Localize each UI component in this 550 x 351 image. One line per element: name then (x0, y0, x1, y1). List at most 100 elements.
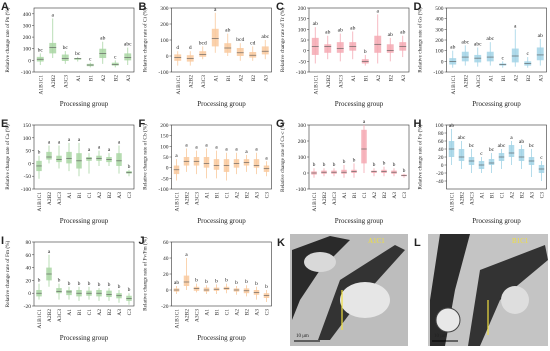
box (193, 286, 200, 291)
box (536, 47, 544, 61)
x-tick-label: B1 (215, 309, 221, 316)
box (183, 275, 190, 286)
significance-letter: b (38, 278, 41, 284)
significance-letter: a (377, 8, 380, 14)
plot-frame (33, 241, 135, 307)
significance-letter: ab (388, 32, 393, 38)
y-tick-label: 20 (438, 155, 444, 161)
significance-letter: b (88, 281, 91, 287)
significance-letter: ab (225, 28, 230, 34)
x-tick-label: C1 (362, 192, 368, 199)
x-tick-label: A2 (97, 192, 103, 199)
x-tick-label: A2 (376, 75, 382, 82)
y-tick-label: 100 (298, 155, 307, 161)
x-tick-label: A3C3 (195, 192, 201, 205)
x-tick-label: A1 (67, 309, 73, 316)
significance-letter: b (78, 281, 81, 287)
significance-letter: a (175, 153, 178, 159)
significance-letter: bc (75, 51, 81, 57)
box (199, 51, 207, 57)
x-tick-label: C1 (87, 309, 93, 316)
x-tick-label: B1 (226, 75, 232, 82)
x-tick-label: A1B1C1 (37, 309, 43, 329)
significance-letter: c (480, 151, 483, 157)
image-label: B1C1 (512, 237, 529, 245)
significance-letter: b (108, 282, 111, 288)
x-tick-label: A2B2 (463, 75, 469, 88)
y-tick-label: 60 (438, 139, 444, 145)
significance-letter: a (108, 147, 111, 153)
box (211, 28, 219, 47)
significance-letter: b (323, 162, 326, 168)
x-tick-label: A3 (263, 75, 269, 82)
significance-letter: a (245, 149, 248, 155)
x-tick-label: A2 (235, 192, 241, 199)
significance-letter: a (255, 147, 258, 153)
y-tick-label: 0 (28, 161, 31, 167)
x-tick-label: B1 (77, 192, 83, 199)
organelle (304, 252, 336, 272)
significance-letter: b (353, 157, 356, 163)
y-tick-label: 100 (298, 27, 307, 33)
significance-letter: a (98, 145, 101, 151)
box (336, 42, 344, 53)
image-l: L B1C1 10 μm (414, 234, 548, 346)
y-tick-label: 300 (160, 6, 169, 12)
significance-letter: b (38, 150, 41, 156)
x-tick-label: B1 (490, 192, 496, 199)
y-tick-label: 200 (298, 6, 307, 12)
box (518, 149, 525, 161)
y-tick-label: -20 (24, 304, 32, 310)
significance-letter: b (333, 162, 336, 168)
box (66, 290, 72, 296)
y-tick-label: 100 (23, 136, 32, 142)
significance-letter: b (383, 161, 386, 167)
significance-letter: b (373, 162, 376, 168)
significance-letter: bcd (199, 40, 207, 46)
significance-letter: b (245, 279, 248, 285)
x-tick-label: B2 (107, 192, 113, 199)
x-tick-label: A3 (255, 192, 261, 199)
plot-frame (308, 124, 410, 190)
y-tick-label: -100 (158, 70, 168, 76)
y-tick-label: 100 (435, 123, 444, 129)
x-axis-label: Processing group (472, 217, 521, 225)
significance-letter: a (195, 145, 198, 151)
y-axis-label: Relative change rate of Cx·c (%) (279, 122, 286, 192)
significance-letter: b (364, 49, 367, 55)
x-tick-label: A2B2 (326, 75, 332, 88)
panel-letter: G (276, 118, 285, 130)
significance-letter: b (393, 162, 396, 168)
x-axis-label: Processing group (472, 100, 521, 108)
box (203, 157, 210, 168)
x-tick-label: A2B2 (47, 192, 53, 205)
significance-letter: abc (458, 135, 466, 141)
panel-letter: E (1, 118, 8, 130)
scale-label: 10 μm (296, 334, 309, 339)
x-axis-label: Processing group (60, 334, 109, 342)
box (203, 287, 210, 292)
significance-letter: a (214, 7, 217, 13)
x-tick-label: A1 (205, 309, 211, 316)
y-tick-label: 80 (26, 240, 32, 246)
y-tick-label: 20 (163, 272, 169, 278)
x-tick-label: C3 (540, 192, 546, 199)
y-tick-label: 0 (441, 163, 444, 169)
x-axis-label: Processing group (197, 217, 246, 225)
x-tick-label: A1B1C1 (451, 75, 457, 95)
plot-frame (171, 7, 272, 73)
significance-letter: a (514, 23, 517, 29)
box (106, 290, 112, 298)
y-axis-label: Relative change rate of Ca (%) (4, 124, 11, 190)
panel-letter: H (414, 118, 422, 130)
y-tick-label: -50 (299, 59, 307, 65)
significance-letter: b (225, 278, 228, 284)
x-tick-label: A3C3 (332, 192, 338, 205)
significance-letter: ab (174, 280, 179, 286)
x-axis-label: Processing group (197, 100, 246, 108)
box (261, 46, 269, 55)
x-tick-label: B1 (215, 192, 221, 199)
x-tick-label: A3 (401, 75, 407, 82)
significance-letter: a (78, 137, 81, 143)
